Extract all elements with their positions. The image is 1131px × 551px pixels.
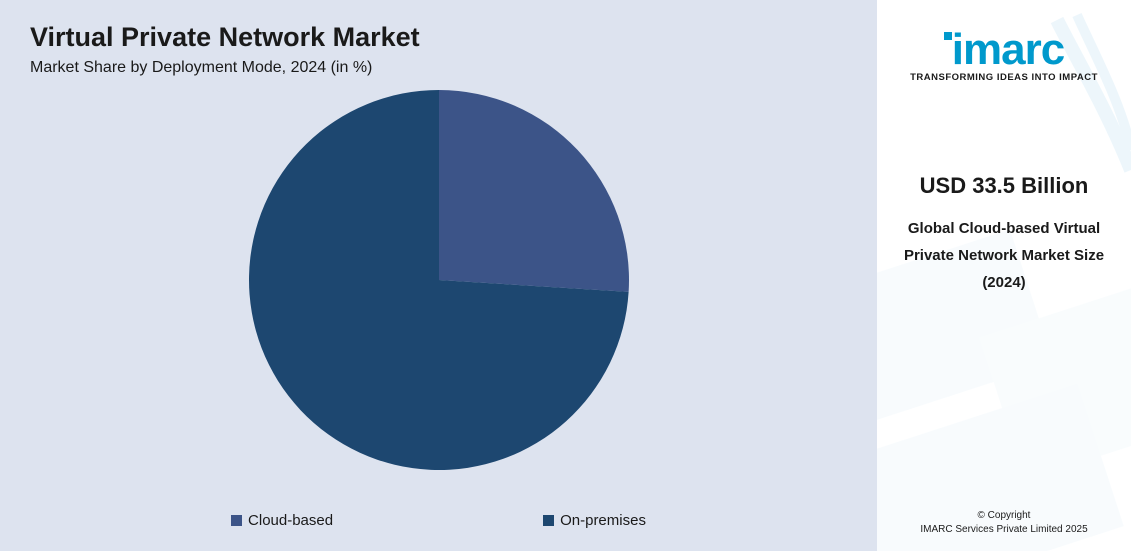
chart-subtitle: Market Share by Deployment Mode, 2024 (i… [30, 59, 847, 77]
chart-legend: Cloud-based On-premises [0, 512, 877, 529]
sidebar-panel: imarc TRANSFORMING IDEAS INTO IMPACT USD… [877, 0, 1131, 551]
legend-label: Cloud-based [248, 512, 333, 529]
copyright-line: IMARC Services Private Limited 2025 [877, 523, 1131, 537]
stat-value: USD 33.5 Billion [920, 173, 1089, 199]
legend-label: On-premises [560, 512, 646, 529]
legend-item-cloud: Cloud-based [231, 512, 333, 529]
chart-panel: Virtual Private Network Market Market Sh… [0, 0, 877, 551]
legend-swatch-icon [231, 515, 242, 526]
logo-wordmark: imarc [952, 25, 1064, 74]
legend-item-onprem: On-premises [543, 512, 646, 529]
pie-chart [249, 90, 629, 470]
legend-swatch-icon [543, 515, 554, 526]
imarc-logo: imarc TRANSFORMING IDEAS INTO IMPACT [910, 30, 1098, 83]
chart-title: Virtual Private Network Market [30, 22, 847, 53]
pie-slice [439, 90, 629, 292]
copyright-notice: © Copyright IMARC Services Private Limit… [877, 509, 1131, 537]
logo-dot-icon [944, 32, 952, 40]
logo-tagline: TRANSFORMING IDEAS INTO IMPACT [910, 72, 1098, 83]
copyright-line: © Copyright [877, 509, 1131, 523]
stat-description: Global Cloud-based Virtual Private Netwo… [887, 215, 1121, 296]
